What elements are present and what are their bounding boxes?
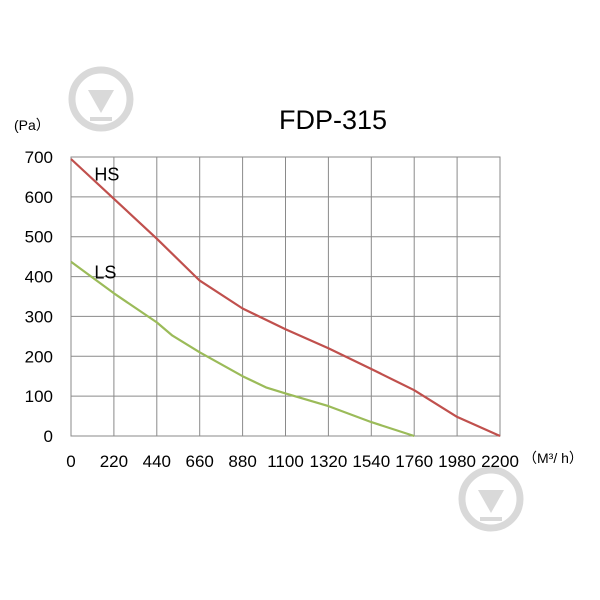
x-tick-label: 660 (186, 452, 214, 471)
y-tick-labels: 0 100 200 300 400 500 600 700 (25, 148, 53, 446)
y-tick-label: 700 (25, 148, 53, 167)
series-labels: HS LS (94, 165, 119, 283)
x-tick-label: 0 (66, 452, 75, 471)
y-tick-label: 500 (25, 228, 53, 247)
x-tick-label: 1760 (395, 452, 433, 471)
x-tick-label: 220 (100, 452, 128, 471)
watermark-bottom-icon (458, 466, 524, 532)
x-tick-label: 1100 (267, 452, 304, 471)
series-line-hs (70, 158, 501, 438)
x-tick-labels: 0 220 440 660 880 1100 1320 1540 1760 1980 2200 (66, 452, 519, 471)
watermark-top-icon (68, 66, 134, 132)
y-tick-label: 400 (25, 268, 53, 287)
y-tick-label: 600 (25, 188, 53, 207)
y-tick-label: 200 (25, 347, 53, 366)
chart-title: FDP-315 (279, 105, 387, 135)
x-tick-label: 880 (228, 452, 256, 471)
x-tick-label: 440 (143, 452, 171, 471)
plot-frame (70, 156, 501, 437)
y-tick-label: 0 (44, 427, 53, 446)
y-tick-label: 300 (25, 307, 53, 326)
series-label-hs: HS (94, 165, 119, 185)
y-axis-unit-label: (Pa） (14, 117, 50, 133)
x-axis-unit-label: （M³/ h） (523, 450, 583, 466)
series-label-ls: LS (94, 262, 116, 282)
x-tick-label: 1980 (438, 452, 476, 471)
x-tick-label: 2200 (481, 452, 519, 471)
series-layer (70, 158, 501, 438)
x-tick-label: 1540 (352, 452, 390, 471)
x-tick-label: 1320 (309, 452, 347, 471)
series-line-ls (70, 260, 415, 438)
y-tick-label: 100 (25, 387, 53, 406)
